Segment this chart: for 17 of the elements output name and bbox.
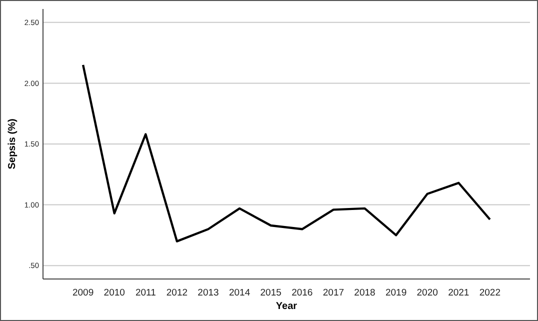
x-tick-label: 2021 [448,287,470,298]
x-tick-label: 2018 [354,287,376,298]
x-tick-label: 2010 [104,287,125,298]
x-tick-label: 2011 [135,287,156,298]
x-tick-label: 2020 [416,287,438,298]
x-axis-title: Year [276,301,298,312]
x-tick-label: 2017 [322,287,344,298]
x-tick-label: 2015 [260,287,282,298]
x-tick-label: 2013 [198,287,219,298]
x-tick-label: 2022 [479,287,501,298]
y-axis-title: Sepsis (%) [7,118,18,170]
x-tick-label: 2014 [228,287,250,298]
x-tick-label: 2016 [292,287,313,298]
x-tick-label: 2009 [72,287,94,298]
x-tick-label: 2019 [385,287,407,298]
x-tick-label: 2012 [166,287,188,298]
line-series [82,64,492,242]
